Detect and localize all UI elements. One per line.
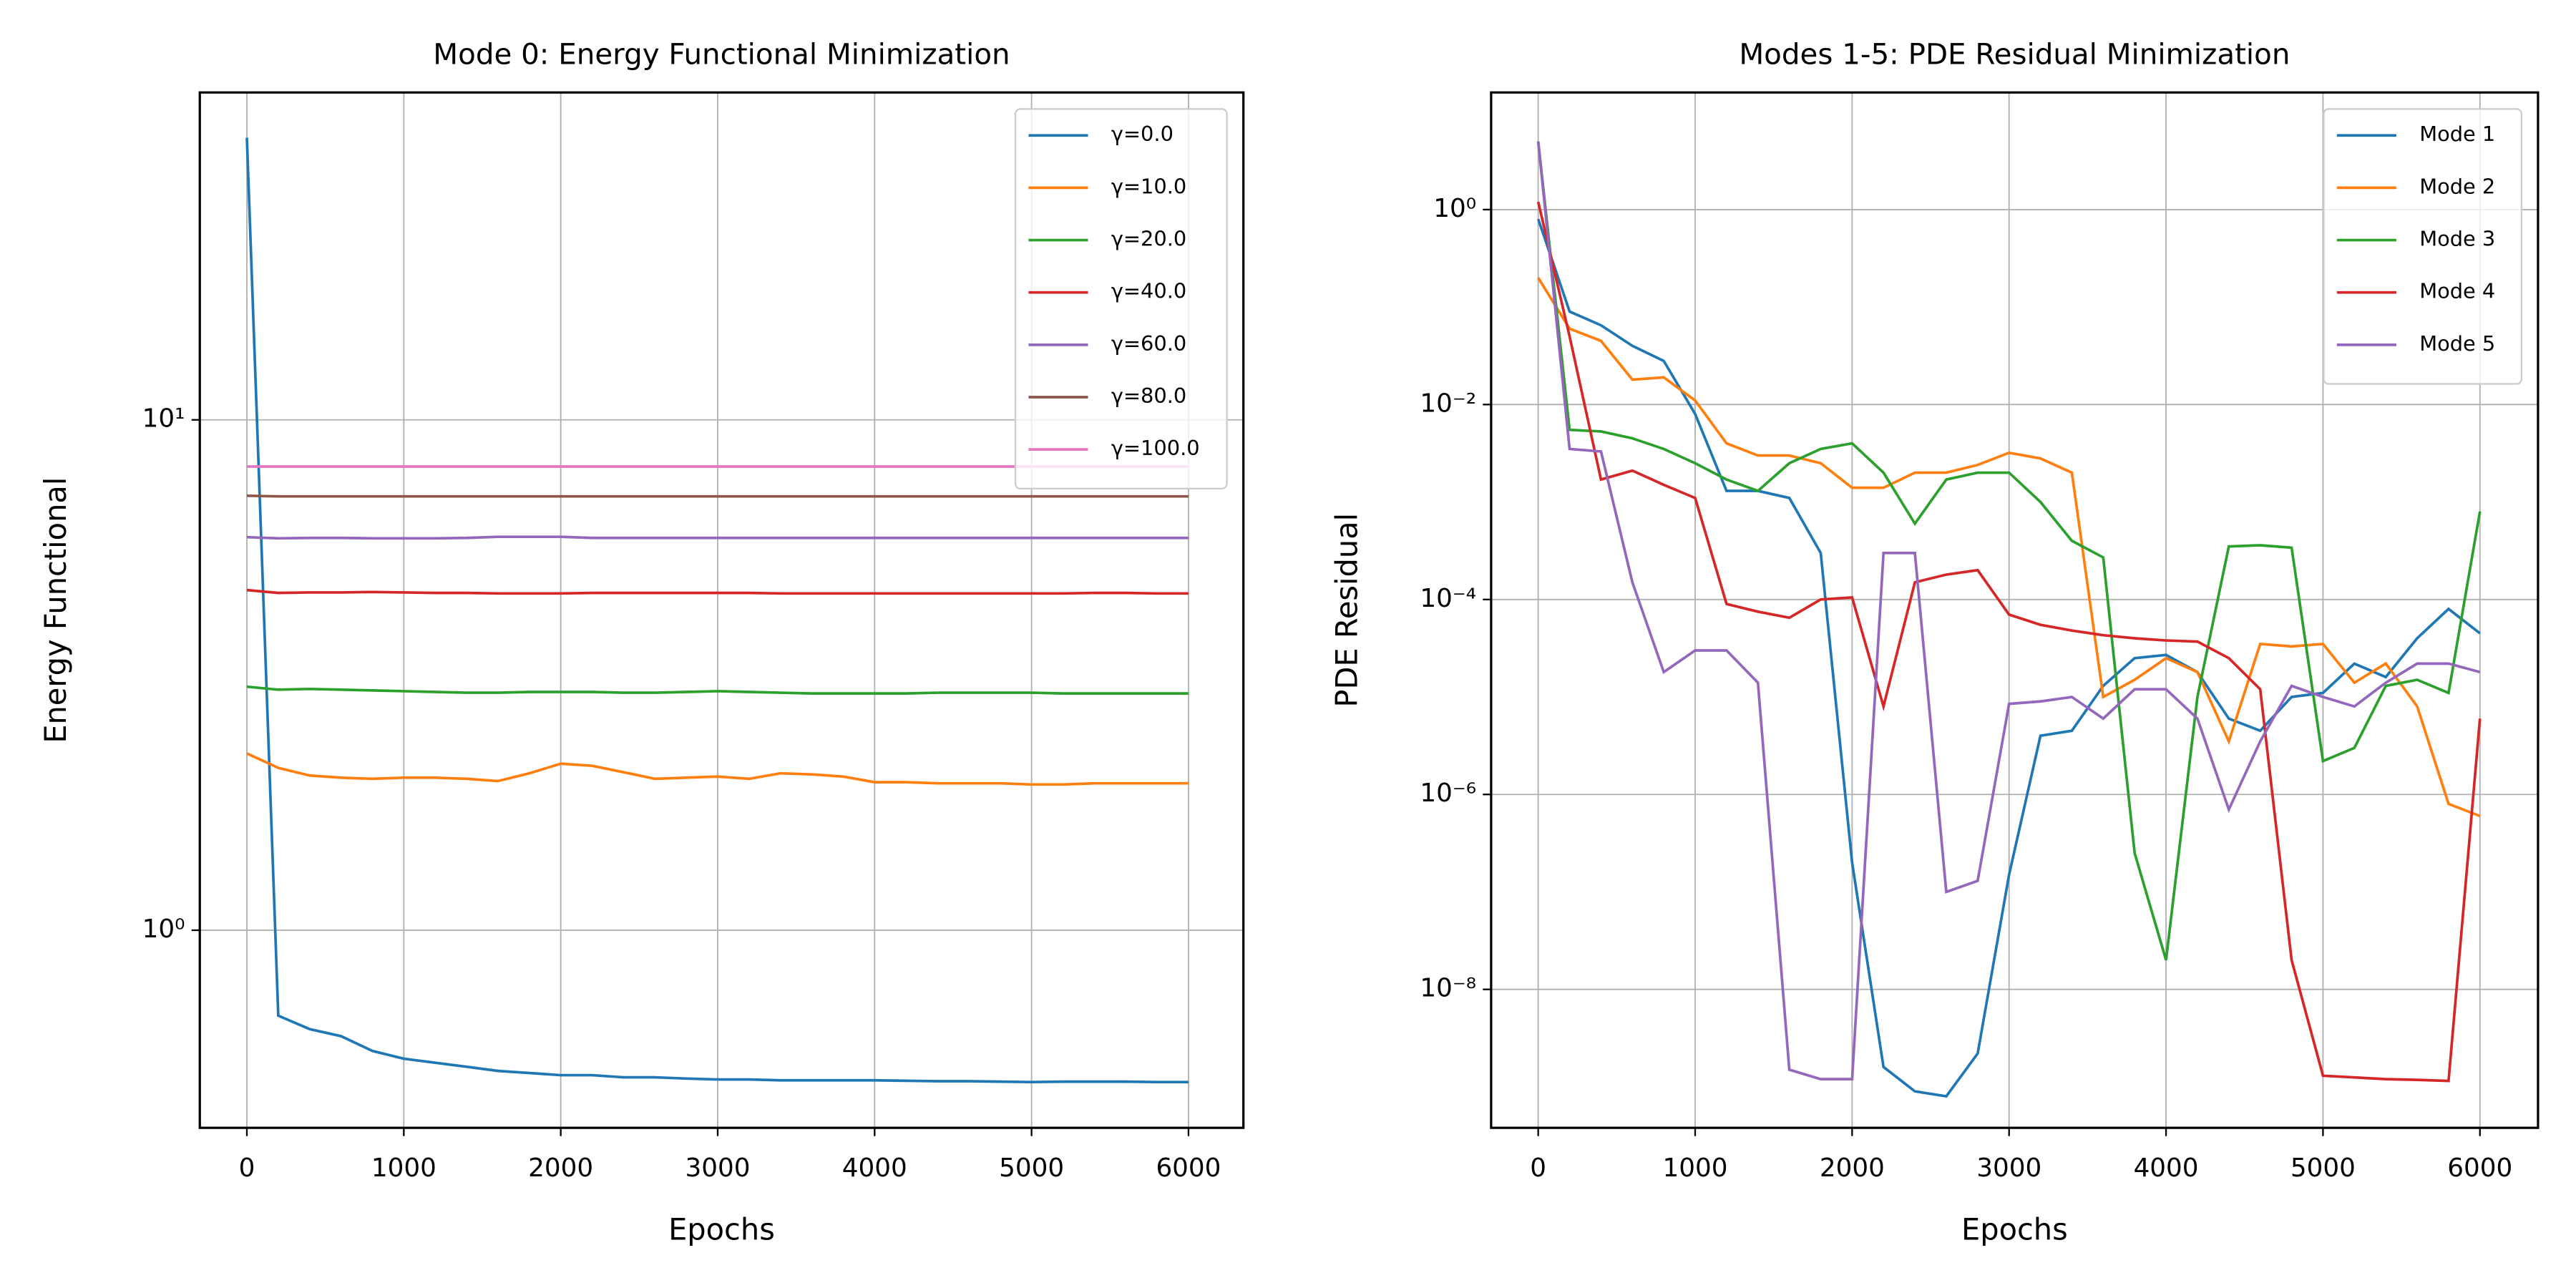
x-tick-label: 4000: [2134, 1153, 2199, 1183]
series-line: [245, 137, 1189, 1084]
y-tick-label: 10⁻²: [1420, 389, 1476, 418]
y-axis-label: Energy Functional: [38, 477, 73, 743]
series-line: [1536, 141, 2481, 1080]
legend-box: [2323, 108, 2522, 385]
plot-frame: [198, 91, 1245, 1129]
y-tick-label: 10⁰: [142, 914, 185, 944]
chart: Modes 1-5: PDE Residual Minimization Epoc…: [1329, 37, 2540, 1247]
legend-label: γ=10.0: [1111, 174, 1186, 198]
x-tick-label: 5000: [2290, 1153, 2356, 1183]
x-tick-label: 1000: [371, 1153, 436, 1183]
x-tick-label: 6000: [2447, 1153, 2512, 1183]
series-line: [246, 535, 1189, 540]
legend-label: Mode 3: [2419, 227, 2495, 251]
chart-title: Modes 1-5: PDE Residual Minimization: [1739, 37, 2290, 71]
series-line: [246, 588, 1189, 595]
series-line: [246, 685, 1189, 695]
y-axis-label: PDE Residual: [1329, 513, 1364, 708]
legend-label: γ=80.0: [1111, 384, 1186, 408]
x-tick-label: 4000: [842, 1153, 907, 1183]
y-tick-label: 10⁻⁶: [1420, 779, 1476, 808]
y-tick-label: 10⁰: [1433, 194, 1476, 223]
legend-label: γ=100.0: [1111, 436, 1200, 460]
y-tick-label: 10⁻⁸: [1420, 974, 1476, 1003]
series-line: [246, 494, 1189, 498]
legend-label: γ=60.0: [1111, 331, 1186, 356]
chart-title: Mode 0: Energy Functional Minimization: [433, 37, 1010, 71]
legend-box: [1014, 108, 1228, 489]
series-line: [246, 752, 1189, 786]
x-tick-label: 3000: [685, 1153, 750, 1183]
x-tick-label: 2000: [528, 1153, 593, 1183]
y-tick-label: 10¹: [142, 404, 185, 434]
x-tick-label: 0: [1530, 1153, 1546, 1183]
x-tick-label: 5000: [999, 1153, 1064, 1183]
series-line: [1536, 218, 2481, 1098]
x-tick-label: 0: [239, 1153, 255, 1183]
legend-label: Mode 1: [2419, 122, 2495, 146]
series-line: [1536, 141, 2482, 961]
legend-label: γ=20.0: [1111, 227, 1186, 251]
x-tick-label: 3000: [1976, 1153, 2041, 1183]
x-tick-label: 6000: [1156, 1153, 1221, 1183]
y-tick-label: 10⁻⁴: [1420, 584, 1476, 613]
plot-frame: [1490, 91, 2540, 1129]
chart: Mode 0: Energy Functional Minimization Ep…: [38, 37, 1245, 1247]
x-tick-label: 1000: [1663, 1153, 1728, 1183]
legend-label: Mode 5: [2419, 331, 2495, 356]
legend-label: Mode 4: [2419, 279, 2495, 303]
legend-label: γ=40.0: [1111, 279, 1186, 303]
x-axis-label: Epochs: [1961, 1212, 2068, 1247]
x-tick-label: 2000: [1820, 1153, 1885, 1183]
series-line: [1536, 201, 2482, 1083]
legend-label: Mode 2: [2419, 174, 2495, 198]
legend-label: γ=0.0: [1111, 122, 1174, 146]
x-axis-label: Epochs: [668, 1212, 775, 1247]
series-line: [1537, 277, 2481, 818]
